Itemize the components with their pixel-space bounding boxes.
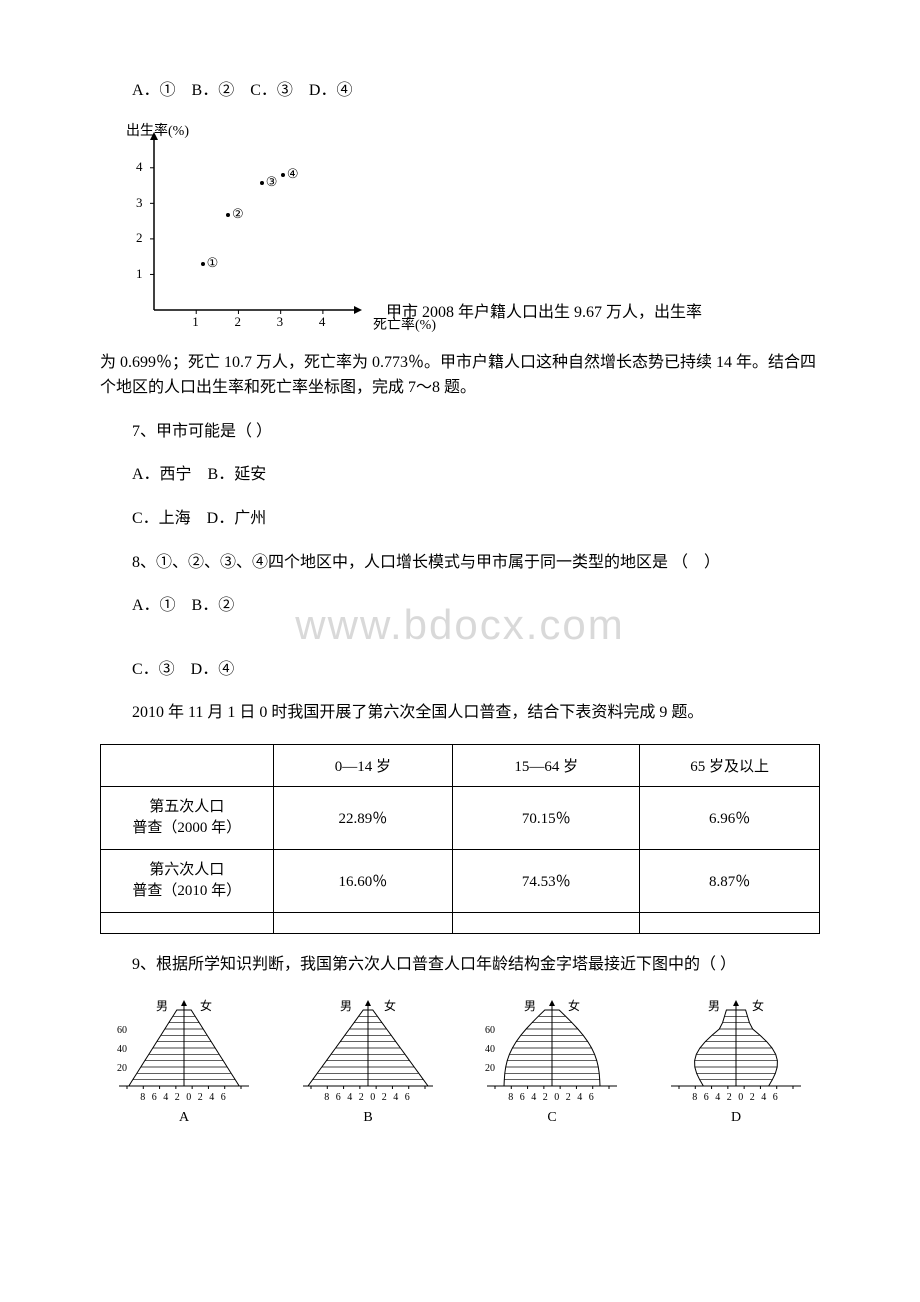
scatter-point: ③ [260, 175, 278, 188]
table-cell: 70.15％ [453, 786, 640, 849]
scatter-ylabel: 出生率(%) [126, 120, 189, 140]
table-cell [640, 912, 820, 933]
table-header: 65 岁及以上 [640, 744, 820, 786]
scatter-xtick: 1 [192, 314, 199, 330]
q8-options-1: A．① B．② [100, 593, 820, 619]
pyramid-a: 男 女 60 40 20 8 6 4 2 0 2 4 6 A [104, 996, 264, 1126]
q8-stem: 8、①、②、③、④四个地区中，人口增长模式与甲市属于同一类型的地区是 （ ） [100, 550, 820, 576]
census-table: 0—14 岁15—64 岁65 岁及以上第五次人口普查（2000 年）22.89… [100, 744, 820, 934]
table-cell: 16.60％ [273, 849, 453, 912]
svg-text:60: 60 [117, 1025, 127, 1036]
table-header: 0—14 岁 [273, 744, 453, 786]
pyramid-b: 男 女 8 6 4 2 0 2 4 6 B [288, 996, 448, 1126]
table-cell: 第六次人口普查（2010 年） [101, 849, 274, 912]
svg-text:20: 20 [485, 1063, 495, 1074]
scatter-ytick: 2 [136, 230, 143, 246]
svg-text:8 6 4 2 0 2 4 6: 8 6 4 2 0 2 4 6 [508, 1092, 596, 1103]
pyramid-letter: D [656, 1110, 816, 1126]
q7-options-1: A．西宁 B．延安 [100, 462, 820, 488]
pyramid-letter: A [104, 1110, 264, 1126]
passage-3: 2010 年 11 月 1 日 0 时我国开展了第六次全国人口普查，结合下表资料… [100, 700, 820, 726]
table-cell: 8.87％ [640, 849, 820, 912]
svg-text:女: 女 [568, 998, 580, 1013]
q6-options: A．① B．② C．③ D．④ [100, 78, 820, 104]
svg-text:40: 40 [117, 1044, 127, 1055]
scatter-xtick: 4 [319, 314, 326, 330]
q7-options-2: C．上海 D．广州 [100, 506, 820, 532]
q7-stem: 7、甲市可能是（ ） [100, 419, 820, 445]
table-cell [273, 912, 453, 933]
svg-text:男: 男 [708, 999, 720, 1013]
q9-stem: 9、根据所学知识判断，我国第六次人口普查人口年龄结构金字塔最接近下图中的（ ） [100, 952, 820, 978]
pyramid-row: 男 女 60 40 20 8 6 4 2 0 2 4 6 A 男 女 8 6 4 2 0 2 4 … [100, 996, 820, 1126]
svg-text:8 6 4 2 0 2 4 6: 8 6 4 2 0 2 4 6 [140, 1092, 228, 1103]
scatter-point: ④ [281, 167, 299, 180]
passage-2a: 甲市 2008 年户籍人口出生 9.67 万人，出生率 [380, 300, 820, 332]
scatter-ytick: 4 [136, 159, 143, 175]
svg-text:8 6 4 2 0 2 4 6: 8 6 4 2 0 2 4 6 [324, 1092, 412, 1103]
svg-text:20: 20 [117, 1063, 127, 1074]
table-row: 第六次人口普查（2010 年）16.60％74.53％8.87％ [101, 849, 820, 912]
pyramid-c: 男 女 60 40 20 8 6 4 2 0 2 4 6 C [472, 996, 632, 1126]
svg-text:8 6 4 2 0 2 4 6: 8 6 4 2 0 2 4 6 [692, 1092, 780, 1103]
table-cell [101, 912, 274, 933]
scatter-ytick: 3 [136, 195, 143, 211]
table-cell: 22.89％ [273, 786, 453, 849]
pyramid-d: 男 女 8 6 4 2 0 2 4 6 D [656, 996, 816, 1126]
svg-text:40: 40 [485, 1044, 495, 1055]
scatter-ytick: 1 [136, 266, 143, 282]
table-header [101, 744, 274, 786]
q8-options-2: C．③ D．④ [100, 657, 820, 683]
table-row: 第五次人口普查（2000 年）22.89％70.15％6.96％ [101, 786, 820, 849]
table-cell: 第五次人口普查（2000 年） [101, 786, 274, 849]
scatter-xtick: 2 [234, 314, 241, 330]
passage-2b: 为 0.699％；死亡 10.7 万人，死亡率为 0.773％。甲市户籍人口这种… [100, 350, 820, 401]
svg-text:女: 女 [384, 998, 396, 1013]
scatter-point: ② [226, 207, 244, 220]
svg-text:女: 女 [200, 998, 212, 1013]
table-cell: 74.53％ [453, 849, 640, 912]
scatter-point: ① [201, 256, 219, 269]
scatter-xlabel: 死亡率(%) [373, 314, 436, 334]
svg-text:男: 男 [524, 999, 536, 1013]
table-cell [453, 912, 640, 933]
pyramid-letter: C [472, 1110, 632, 1126]
pyramid-letter: B [288, 1110, 448, 1126]
svg-text:女: 女 [752, 998, 764, 1013]
svg-text:男: 男 [156, 999, 168, 1013]
scatter-chart: 出生率(%)死亡率(%)12341234①②③④ [100, 122, 380, 332]
table-row [101, 912, 820, 933]
table-header: 15—64 岁 [453, 744, 640, 786]
scatter-xtick: 3 [277, 314, 284, 330]
table-cell: 6.96％ [640, 786, 820, 849]
svg-text:男: 男 [340, 999, 352, 1013]
svg-text:60: 60 [485, 1025, 495, 1036]
